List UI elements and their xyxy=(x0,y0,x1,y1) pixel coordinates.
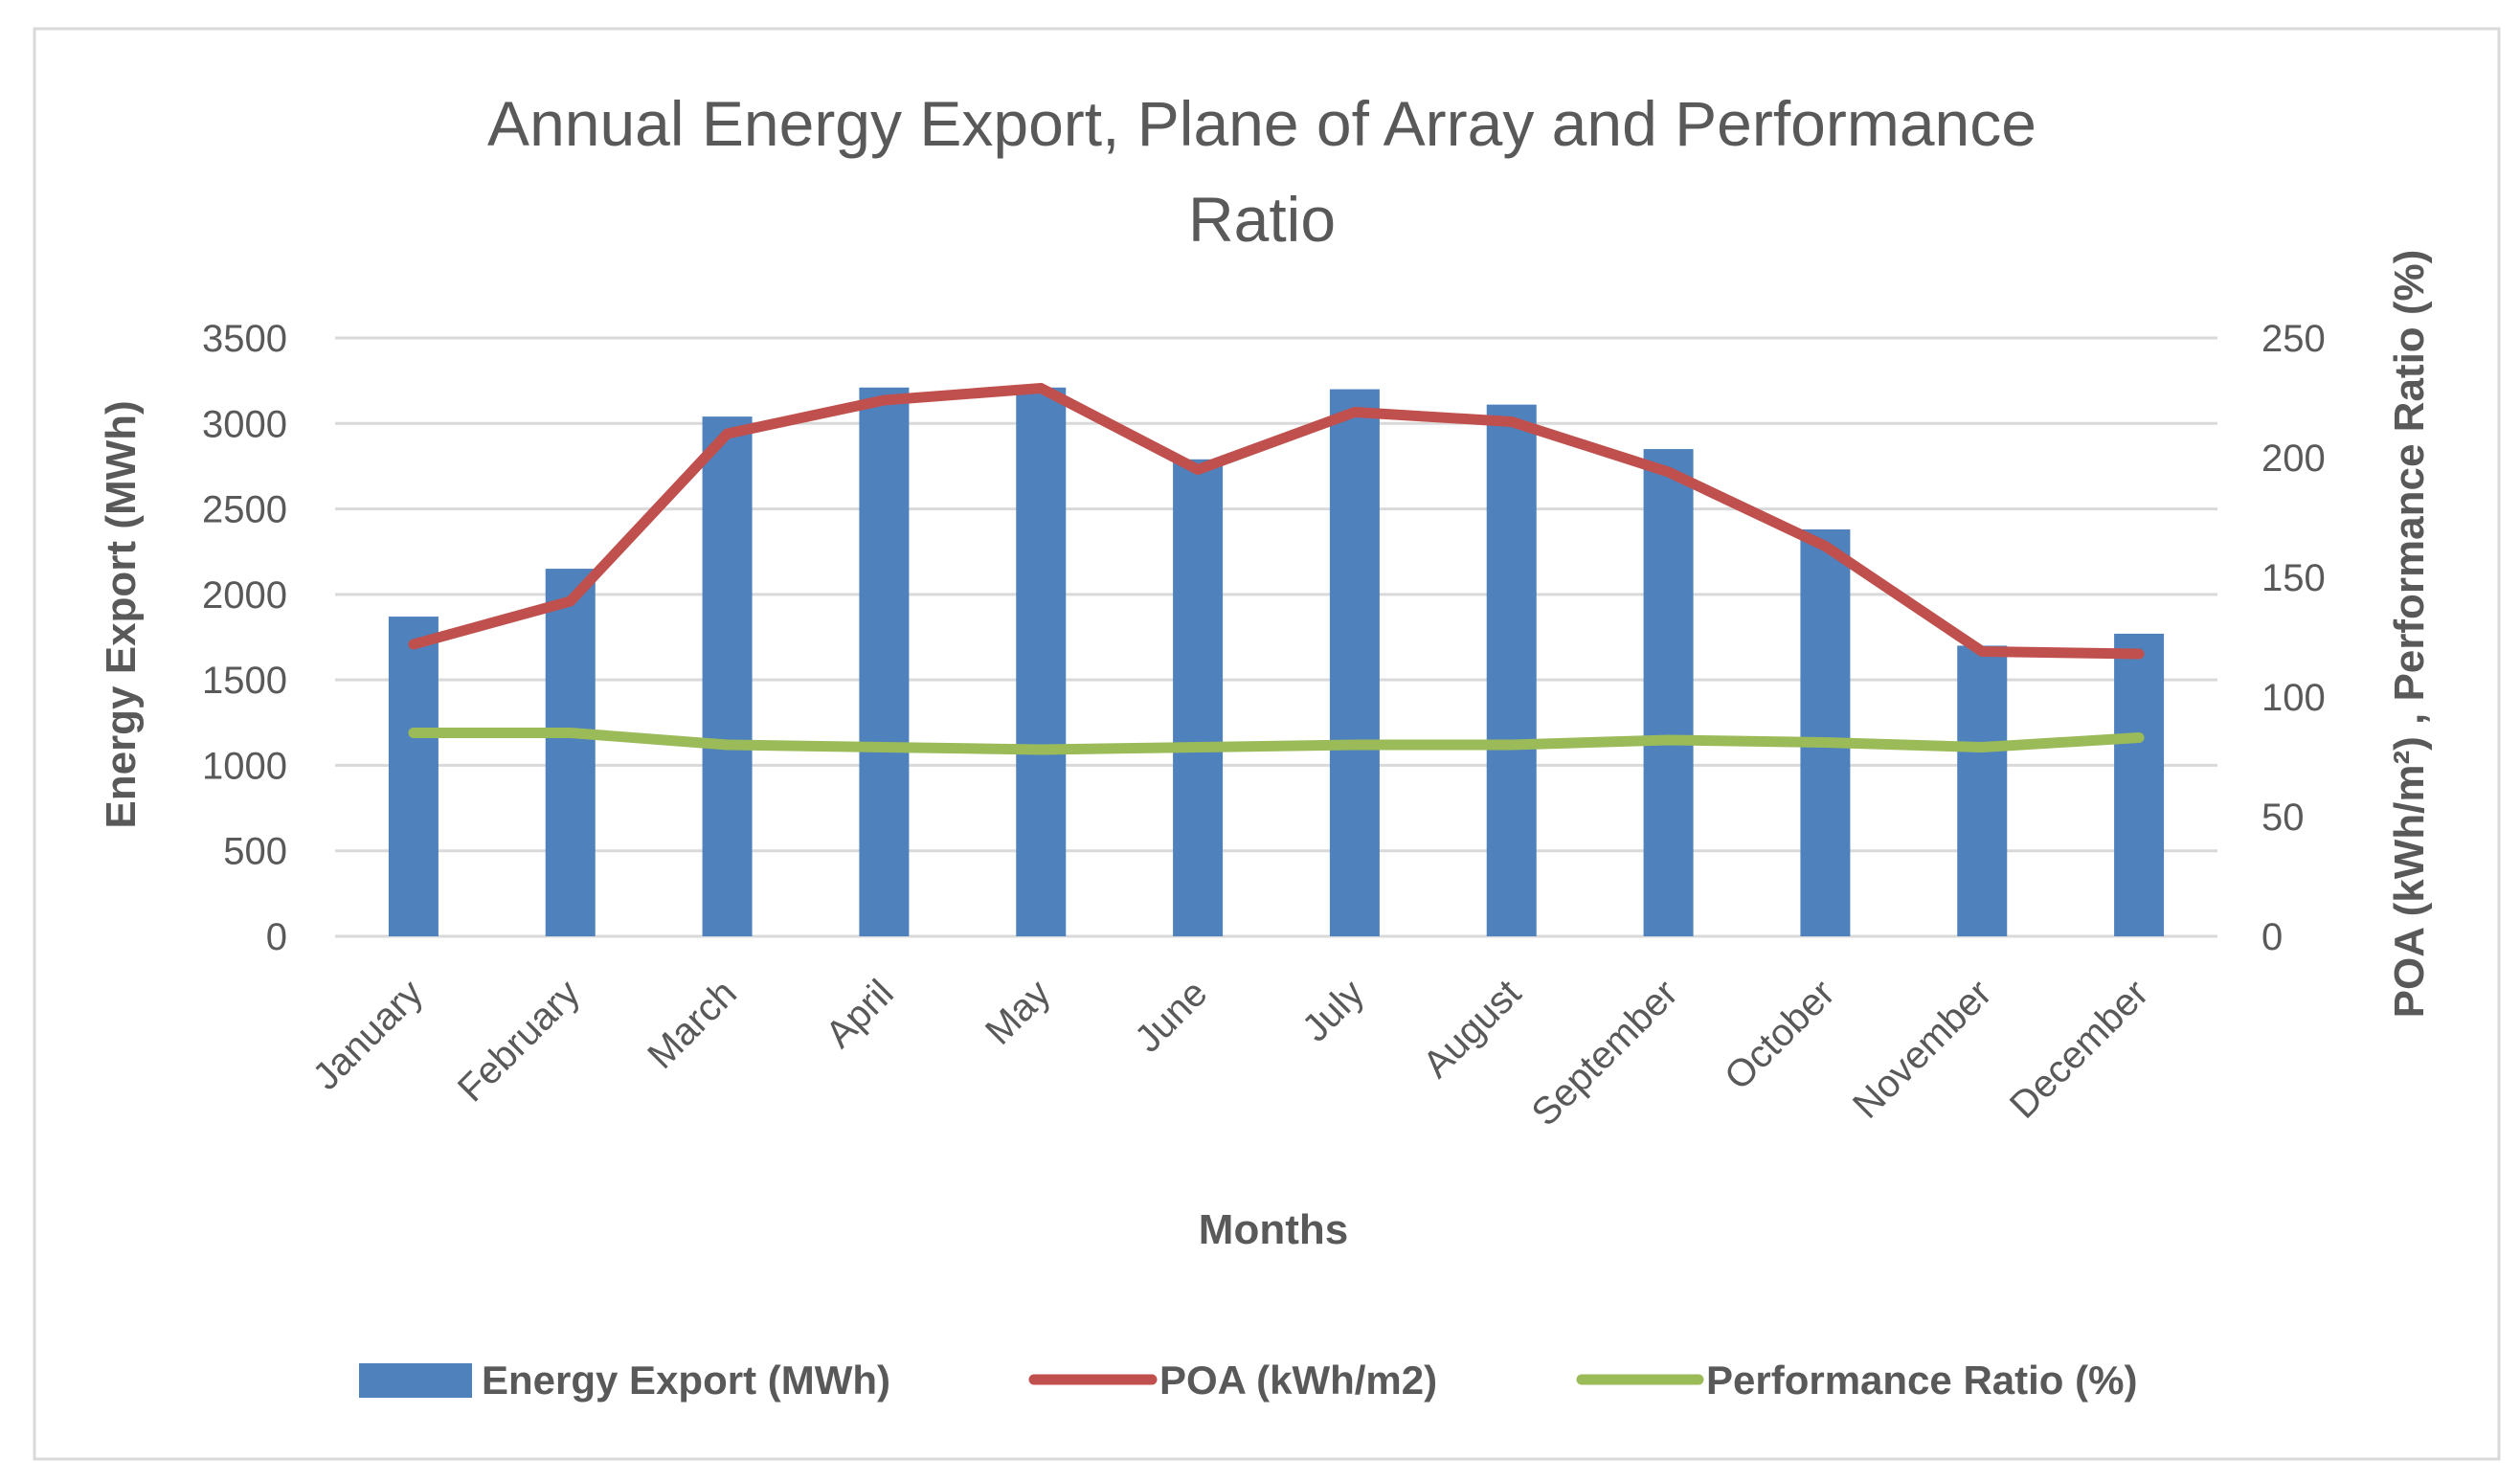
legend-swatch-energy xyxy=(359,1363,472,1398)
bar-energy-september xyxy=(1643,449,1694,936)
y-tick-label: 1000 xyxy=(202,745,287,787)
bars xyxy=(388,387,2165,937)
y-tick-label: 3500 xyxy=(202,318,287,360)
bar-energy-june xyxy=(1173,459,1224,936)
legend-label-poa: POA (kWh/m2) xyxy=(1159,1358,1437,1403)
bar-energy-march xyxy=(702,416,753,937)
y-tick-label: 1500 xyxy=(202,660,287,702)
y-tick-label: 0 xyxy=(266,916,287,958)
y-axis-title: Energy Export (MWh) xyxy=(98,400,145,828)
bar-energy-january xyxy=(388,617,439,936)
lines xyxy=(408,383,2145,755)
y-tick-label: 2000 xyxy=(202,574,287,617)
legend: Energy Export (MWh) POA (kWh/m2) Perform… xyxy=(359,1358,2137,1403)
y-tick-label: 500 xyxy=(223,831,287,873)
bar-energy-may xyxy=(1016,387,1067,936)
poa-line xyxy=(408,383,2145,660)
bar-energy-august xyxy=(1486,404,1537,937)
chart-title-line-2: Ratio xyxy=(1188,184,1336,255)
bar-energy-december xyxy=(2114,633,2165,936)
bar-energy-february xyxy=(545,569,596,936)
bar-energy-april xyxy=(859,387,910,936)
y-right-tick-label: 250 xyxy=(2261,318,2326,360)
y-right-tick-label: 200 xyxy=(2261,438,2326,480)
y-tick-label: 2500 xyxy=(202,489,287,531)
legend-label-energy: Energy Export (MWh) xyxy=(482,1358,890,1403)
bar-energy-july xyxy=(1329,389,1380,937)
y-axis-right-title: POA (kWh/m²) , Performance Ratio (%) xyxy=(2386,250,2433,1019)
y-right-tick-label: 150 xyxy=(2261,557,2326,599)
bar-energy-november xyxy=(1957,645,2008,936)
y-tick-label: 3000 xyxy=(202,403,287,445)
y-right-tick-label: 50 xyxy=(2261,797,2305,839)
y-right-tick-label: 100 xyxy=(2261,677,2326,719)
chart-title-line-1: Annual Energy Export, Plane of Array and… xyxy=(487,88,2036,159)
right-axis-ticks: 0 50 100 150 200 250 xyxy=(2261,318,2326,958)
legend-label-pr: Performance Ratio (%) xyxy=(1706,1358,2137,1403)
performance-ratio-line xyxy=(408,728,2145,755)
gridlines xyxy=(335,336,2217,938)
y-right-tick-label: 0 xyxy=(2261,916,2283,958)
x-axis-title: Months xyxy=(1199,1206,1348,1253)
bar-energy-october xyxy=(1800,529,1851,936)
left-axis-ticks: 0 500 1000 1500 2000 2500 3000 3500 xyxy=(202,318,287,958)
